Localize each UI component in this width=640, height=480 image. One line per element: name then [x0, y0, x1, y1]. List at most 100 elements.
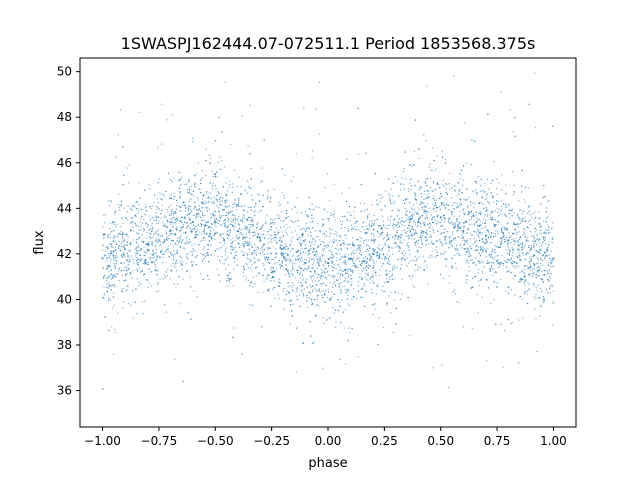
data-point [452, 227, 455, 229]
data-point [450, 242, 452, 244]
data-point [114, 249, 116, 252]
data-point [113, 304, 115, 307]
data-point [408, 275, 411, 277]
data-point [282, 255, 285, 257]
data-point [225, 251, 227, 253]
data-point [137, 261, 140, 264]
data-point [190, 251, 192, 253]
data-point [441, 364, 443, 367]
data-point [361, 261, 363, 263]
data-point [416, 225, 418, 227]
data-point [318, 257, 320, 259]
data-point [540, 202, 542, 205]
data-point [543, 258, 546, 260]
data-point [538, 223, 541, 225]
data-point [295, 259, 297, 261]
data-point [279, 219, 282, 222]
data-point [202, 201, 204, 203]
data-point [489, 214, 491, 216]
data-point [242, 213, 245, 216]
data-point [424, 182, 426, 184]
data-point [161, 209, 163, 211]
data-point [344, 253, 346, 255]
data-point [122, 146, 124, 148]
data-point [250, 167, 252, 170]
data-point [284, 246, 286, 248]
data-point [249, 258, 251, 260]
data-point [252, 235, 254, 237]
data-point [300, 268, 303, 270]
data-point [148, 184, 150, 186]
data-point [166, 211, 169, 213]
data-point [405, 211, 407, 213]
data-point [459, 210, 461, 213]
data-point [542, 254, 544, 256]
data-point [429, 163, 431, 165]
data-point [127, 261, 129, 263]
data-point [436, 183, 439, 185]
data-point [113, 223, 115, 226]
data-point [318, 280, 320, 282]
data-point [227, 237, 229, 240]
data-point [242, 221, 244, 223]
data-point [132, 230, 135, 232]
data-point [360, 210, 362, 212]
data-point [179, 197, 181, 199]
data-point [253, 206, 256, 209]
data-point [173, 265, 175, 267]
data-point [252, 252, 254, 254]
data-point [534, 72, 536, 75]
data-point [530, 258, 532, 260]
data-point [459, 243, 461, 245]
data-point [189, 219, 191, 221]
data-point [501, 231, 503, 234]
data-point [381, 257, 383, 259]
data-point [539, 267, 541, 269]
data-point [380, 209, 383, 211]
data-point [157, 146, 159, 148]
data-point [224, 221, 227, 224]
data-point [285, 252, 287, 255]
data-point [481, 296, 484, 299]
data-point [185, 207, 187, 209]
data-point [379, 249, 381, 251]
data-point [414, 224, 417, 226]
data-point [194, 236, 197, 239]
data-point [196, 296, 198, 298]
data-point [508, 213, 511, 215]
data-point [136, 246, 139, 248]
data-point [462, 239, 464, 242]
data-point [132, 290, 134, 292]
data-point [401, 242, 404, 244]
data-point [179, 195, 181, 198]
data-point [487, 200, 489, 203]
data-point [388, 279, 390, 281]
data-point [430, 224, 432, 226]
data-point [120, 255, 123, 257]
data-point [308, 241, 311, 243]
data-point [129, 243, 132, 245]
data-point [368, 223, 371, 225]
data-point [350, 270, 352, 272]
data-point [285, 257, 288, 259]
data-point [189, 212, 191, 214]
data-point [271, 276, 274, 278]
data-point [107, 235, 109, 237]
data-point [389, 194, 391, 197]
data-point [158, 208, 160, 210]
data-point [412, 164, 415, 166]
data-point [284, 230, 286, 232]
data-point [189, 227, 191, 230]
data-point [241, 242, 244, 245]
data-point [345, 272, 347, 274]
data-point [426, 240, 428, 242]
data-point [410, 207, 413, 209]
data-point [209, 192, 212, 194]
data-point [539, 204, 541, 206]
data-point [232, 226, 235, 228]
data-point [267, 261, 269, 263]
data-point [505, 236, 508, 239]
data-point [394, 238, 396, 240]
data-point [385, 278, 388, 280]
data-point [340, 291, 343, 293]
